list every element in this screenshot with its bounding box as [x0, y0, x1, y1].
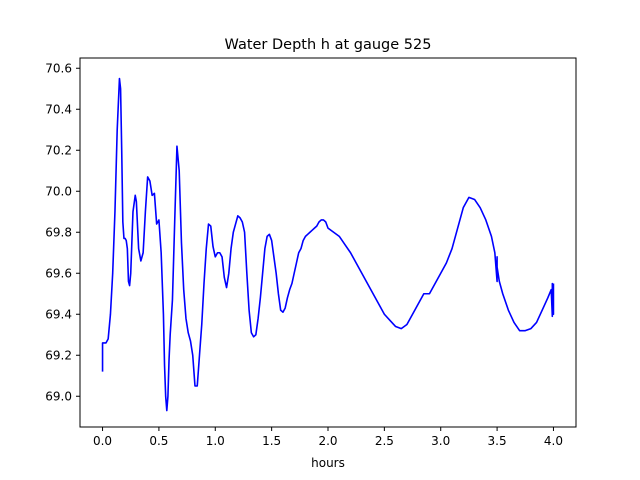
- series-layer: [101, 77, 555, 412]
- series-line-0: [101, 77, 555, 412]
- chart-title: Water Depth h at gauge 525: [225, 37, 432, 53]
- y-tick-label: 70.6: [45, 61, 72, 75]
- y-tick-label: 70.4: [45, 102, 72, 116]
- y-axis-ticks: 69.0 69.2 69.4 69.6 69.8 70.0 70.2 70.4 70.6: [45, 61, 80, 403]
- y-tick-label: 69.2: [45, 348, 72, 362]
- x-tick-label: 1.5: [262, 434, 281, 448]
- y-tick-label: 70.2: [45, 143, 72, 157]
- x-tick-label: 2.5: [375, 434, 394, 448]
- y-tick-label: 69.0: [45, 389, 72, 403]
- x-tick-label: 4.0: [544, 434, 563, 448]
- y-tick-label: 69.4: [45, 307, 72, 321]
- x-tick-label: 3.0: [431, 434, 450, 448]
- x-tick-label: 1.0: [206, 434, 225, 448]
- x-tick-label: 2.0: [318, 434, 337, 448]
- plot-frame: [79, 57, 577, 428]
- x-tick-label: 0.0: [93, 434, 112, 448]
- x-axis-label: hours: [311, 456, 345, 470]
- x-axis-ticks: 0.0 0.5 1.0 1.5 2.0 2.5 3.0 3.5 4.0: [93, 427, 563, 448]
- y-tick-label: 70.0: [45, 184, 72, 198]
- x-tick-label: 3.5: [488, 434, 507, 448]
- y-tick-label: 69.8: [45, 225, 72, 239]
- y-tick-label: 69.6: [45, 266, 72, 280]
- x-tick-label: 0.5: [149, 434, 168, 448]
